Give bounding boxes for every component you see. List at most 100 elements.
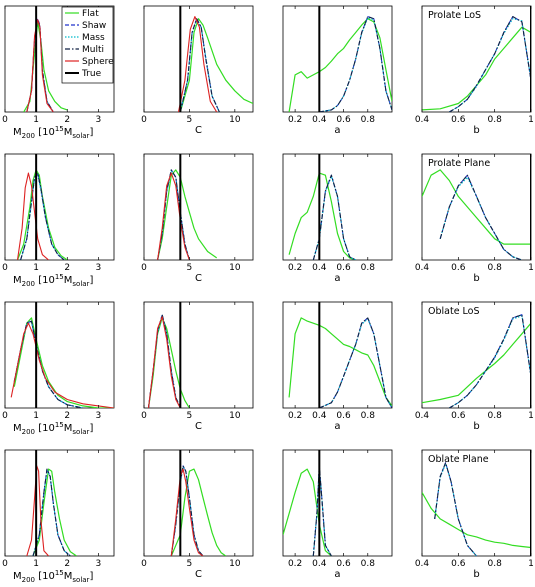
series-line-multi [319,317,392,408]
x-axis-label: b [473,125,479,136]
series-line-multi [312,465,332,556]
x-tick-label: 1 [33,559,39,569]
x-tick-label: 1 [33,411,39,421]
plot-area [23,6,68,112]
plot-area [26,450,77,556]
x-tick-label: 0.8 [488,559,503,569]
x-tick-label: 0 [2,263,8,273]
series-line-sphere [26,19,54,112]
x-axis-label-part: 200 [22,280,35,288]
x-axis-label-part: M [13,423,22,434]
axes-box [143,5,254,113]
x-tick-label: 0.4 [415,263,430,273]
plot-area [422,6,531,112]
axes-box [421,449,532,557]
panel-2-C: 0 5 10 C [141,301,254,432]
x-tick-label: 0.6 [336,559,351,569]
x-axis-label-part: M [64,423,73,434]
x-axis-label: b [473,273,479,284]
series-line-multi [20,172,65,260]
x-tick-label: 10 [229,411,241,421]
x-axis-label-part: M [13,571,22,582]
panel-0-b: 0.4 0.6 0.8 1 b Prolate LoS [415,5,534,136]
series-line-flat [288,317,392,407]
x-axis-label: M200 [1015Msolar] [13,125,93,140]
x-tick-label: 0.6 [336,115,351,125]
x-tick-label: 0.8 [361,559,376,569]
x-axis-label-part: ] [89,275,93,286]
x-axis-label: C [195,125,202,136]
x-axis-label-part: [10 [35,275,55,286]
plot-area [288,154,356,260]
x-tick-label: 1 [33,115,39,125]
panel-3-b: 0.4 0.6 0.8 1 b Oblate Plane [415,449,534,580]
panel-title: Prolate Plane [428,158,490,169]
axes-box [282,153,393,261]
x-axis-label: b [473,421,479,432]
x-axis-label: C [195,421,202,432]
x-tick-label: 1 [528,411,534,421]
legend-label-mass: Mass [82,33,105,43]
series-line-sphere [157,172,190,260]
series-line-multi [179,18,220,112]
x-tick-label: 0.4 [415,115,430,125]
x-tick-label: 0.8 [361,115,376,125]
series-line-multi [449,16,531,112]
x-axis-label-part: 200 [22,576,35,584]
x-tick-label: 0.2 [288,411,302,421]
x-tick-label: 2 [64,411,70,421]
x-tick-label: 5 [187,559,193,569]
panel-1-a: 0.2 0.4 0.6 0.8 a [282,153,393,284]
axes-box [421,153,532,261]
panel-title: Oblate Plane [428,454,489,465]
x-tick-label: 0.4 [312,411,327,421]
x-tick-label: 1 [528,559,534,569]
panel-3-a: 0.2 0.4 0.6 0.8 a [282,449,393,580]
legend-box [61,6,114,84]
x-tick-label: 5 [187,115,193,125]
x-tick-label: 0.8 [488,115,503,125]
series-line-sphere [147,316,181,408]
x-axis-label: b [473,569,479,580]
x-axis-label: M200 [1015Msolar] [13,569,93,584]
panel-1-b: 0.4 0.6 0.8 1 b Prolate Plane [415,153,534,284]
x-axis-label-part: 200 [22,428,35,436]
series-line-sphere [170,468,204,556]
x-axis-label-part: 15 [55,273,64,281]
x-tick-label: 0 [2,411,8,421]
plot-area [288,302,392,408]
x-axis-label-part: M [64,275,73,286]
legend-label-shaw: Shaw [82,21,106,31]
series-line-multi [170,465,204,556]
series-line-sphere [16,172,49,260]
x-axis-label-part: solar [72,576,89,584]
plot-area [422,154,531,260]
x-axis-label: C [195,273,202,284]
x-tick-label: 0.4 [312,559,327,569]
x-axis-label-part: M [64,571,73,582]
x-tick-label: 10 [229,559,241,569]
series-line-multi [449,314,531,408]
panel-3-C: 0 5 10 C [141,449,254,580]
x-tick-label: 3 [96,115,102,125]
axes-box [143,153,254,261]
x-tick-label: 0.4 [312,115,327,125]
legend: Flat Shaw Mass Multi Sphere True [61,6,114,84]
x-tick-label: 0.2 [288,559,302,569]
x-tick-label: 0.2 [288,263,302,273]
axes-box [4,153,115,261]
plot-area [422,302,531,408]
series-line-multi [157,169,190,260]
x-tick-label: 0.8 [488,411,503,421]
legend-label-true: True [81,69,102,79]
plot-area [147,302,190,408]
axes-box [4,301,115,409]
series-line-multi [434,462,477,556]
x-tick-label: 0 [141,263,147,273]
x-axis-label-part: [10 [35,127,55,138]
x-tick-label: 3 [96,411,102,421]
legend-label-multi: Multi [82,45,104,55]
